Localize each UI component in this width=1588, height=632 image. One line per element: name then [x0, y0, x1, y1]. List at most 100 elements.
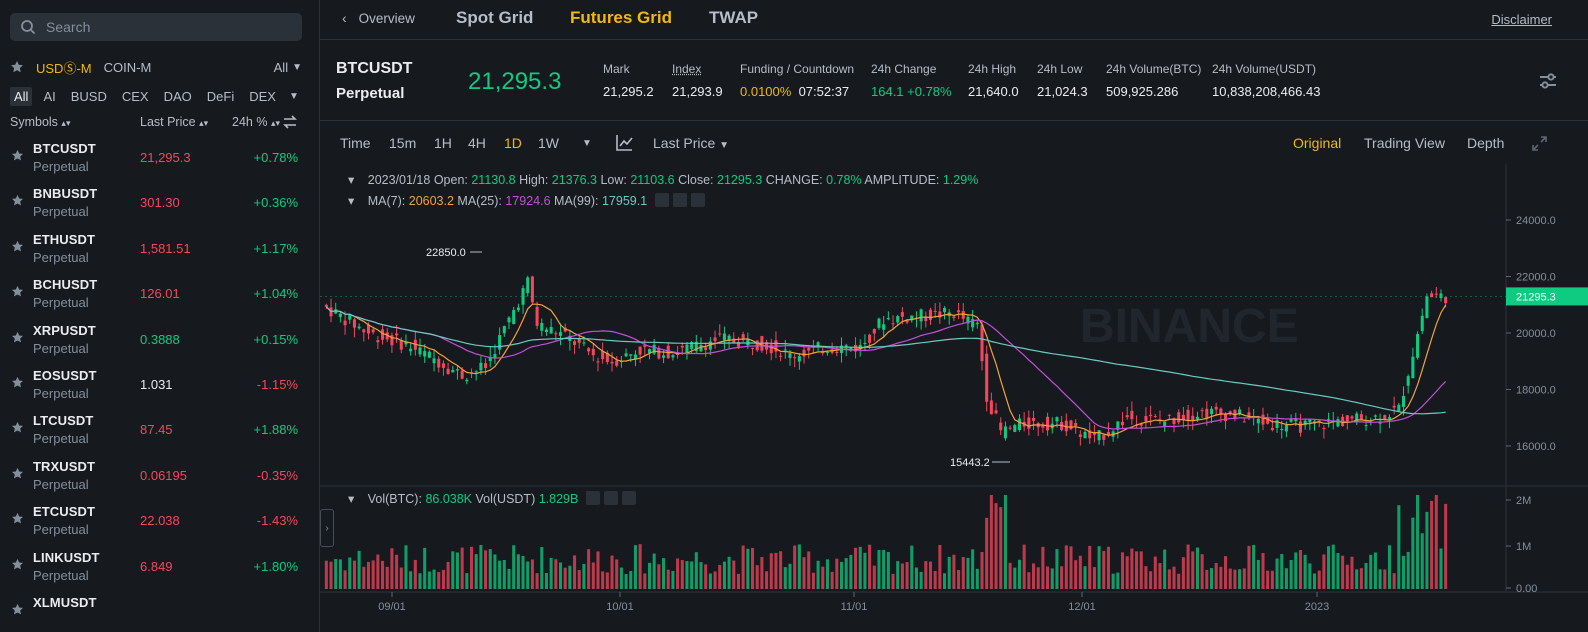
interval-4h[interactable]: 4H — [468, 135, 486, 151]
search-input[interactable] — [46, 19, 286, 35]
disclaimer-link[interactable]: Disclaimer — [1491, 12, 1552, 27]
expand-panel-handle[interactable]: › — [320, 509, 334, 547]
candle-body — [793, 357, 797, 359]
indicator-chart-icon[interactable] — [616, 134, 633, 151]
tab-futures-grid[interactable]: Futures Grid — [570, 8, 673, 27]
category-busd[interactable]: BUSD — [70, 88, 107, 104]
favorite-star-icon[interactable] — [11, 331, 24, 344]
volume-bar — [825, 559, 829, 589]
favorite-star-icon[interactable] — [11, 512, 24, 525]
ticker-symbol[interactable]: BTCUSDT — [336, 60, 413, 77]
interval-15m[interactable]: 15m — [389, 135, 417, 151]
favorite-star-icon[interactable] — [11, 149, 24, 162]
candle-body — [1303, 420, 1307, 426]
kline-chart[interactable]: BINANCE 24000.0 22000.0 20000.0 18000.0 16000… — [320, 164, 1588, 632]
view-trading-view[interactable]: Trading View — [1364, 135, 1445, 151]
volume-bar — [413, 559, 417, 589]
tab-twap[interactable]: TWAP — [709, 8, 759, 27]
collapse-volume-icon[interactable]: ▾ — [348, 492, 355, 506]
hide-volume-icon[interactable] — [585, 491, 600, 505]
favorite-star-icon[interactable] — [11, 421, 24, 434]
favorite-star-icon[interactable] — [11, 467, 24, 480]
tab-usds-m[interactable]: USDⓈ-M — [36, 60, 92, 76]
symbol-row[interactable]: BTCUSDT Perpetual 21,295.3 +0.78% — [0, 138, 318, 183]
settings-sliders-icon[interactable] — [1538, 71, 1558, 91]
more-intervals-caret-icon[interactable]: ▼ — [582, 138, 592, 149]
tab-spot-grid[interactable]: Spot Grid — [456, 8, 534, 27]
category-defi[interactable]: DeFi — [206, 88, 235, 104]
stat-label[interactable]: Index — [672, 62, 702, 76]
market-type-row: USDⓈ-M COIN-M All ▼ — [10, 57, 302, 77]
back-to-overview[interactable]: ‹ Overview — [342, 10, 415, 26]
view-original[interactable]: Original — [1293, 135, 1342, 151]
market-filter-dropdown[interactable]: All ▼ — [274, 60, 302, 75]
sort-last-price[interactable]: Last Price ▴▾ — [140, 115, 208, 129]
volume-legend: ▾ Vol(BTC): 86.038K Vol(USDT) 1.829B — [348, 491, 636, 506]
candle-body — [741, 334, 745, 340]
symbol-row[interactable]: TRXUSDT Perpetual 0.06195 -0.35% — [0, 456, 318, 501]
remove-volume-icon[interactable] — [621, 491, 636, 505]
price-type-dropdown[interactable]: Last Price ▼ — [653, 135, 729, 151]
kline-chart-canvas[interactable]: BINANCE 24000.0 22000.0 20000.0 18000.0 16000… — [320, 164, 1588, 632]
candle-body — [381, 329, 385, 340]
favorite-star-icon[interactable] — [11, 285, 24, 298]
interval-1w[interactable]: 1W — [538, 135, 559, 151]
remove-indicator-icon[interactable] — [690, 193, 705, 207]
stat-value: 21,640.0 — [968, 84, 1019, 99]
symbol-row[interactable]: LINKUSDT Perpetual 6.849 +1.80% — [0, 547, 318, 592]
symbol-price: 0.3888 — [140, 331, 180, 347]
indicator-settings-icon[interactable] — [672, 193, 687, 207]
favorite-star-icon[interactable] — [11, 603, 24, 616]
swap-column-icon[interactable] — [282, 114, 298, 130]
interval-time[interactable]: Time — [340, 135, 371, 151]
candle-body — [1317, 420, 1321, 422]
tab-coin-m[interactable]: COIN-M — [103, 59, 152, 75]
category-dao[interactable]: DAO — [163, 88, 192, 104]
volume-bar — [868, 544, 872, 589]
symbol-row[interactable]: ETCUSDT Perpetual 22.038 -1.43% — [0, 501, 318, 546]
more-categories-icon[interactable]: ▼ — [288, 90, 299, 102]
collapse-ma-icon[interactable]: ▾ — [348, 194, 355, 208]
stat-24h-change: 24h Change 164.1 +0.78% — [871, 62, 952, 99]
symbol-row[interactable]: ETHUSDT Perpetual 1,581.51 +1.17% — [0, 229, 318, 274]
symbol-row[interactable]: XRPUSDT Perpetual 0.3888 +0.15% — [0, 320, 318, 365]
volume-bar — [966, 557, 970, 589]
sort-symbols[interactable]: Symbols ▴▾ — [10, 115, 70, 129]
volume-settings-icon[interactable] — [603, 491, 618, 505]
favorite-star-icon[interactable] — [11, 376, 24, 389]
interval-1d[interactable]: 1D — [504, 135, 522, 151]
category-cex[interactable]: CEX — [121, 88, 149, 104]
volume-bar — [610, 555, 614, 589]
symbol-row[interactable]: EOSUSDT Perpetual 1.031 -1.15% — [0, 365, 318, 410]
fullscreen-icon[interactable] — [1531, 135, 1548, 152]
category-dex[interactable]: DEX — [249, 88, 276, 104]
candle-body — [484, 363, 488, 369]
favorites-star-icon[interactable] — [10, 60, 24, 74]
symbol-row[interactable]: BCHUSDT Perpetual 126.01 +1.04% — [0, 274, 318, 319]
symbol-row[interactable]: LTCUSDT Perpetual 87.45 +1.88% — [0, 410, 318, 455]
interval-1h[interactable]: 1H — [434, 135, 452, 151]
view-depth[interactable]: Depth — [1467, 135, 1505, 151]
volume-bar — [680, 560, 684, 589]
symbol-change: -1.43% — [256, 513, 298, 529]
min-price-annotation: 15443.2 — [950, 457, 990, 469]
favorite-star-icon[interactable] — [11, 194, 24, 207]
search-box[interactable] — [10, 13, 302, 41]
volume-bar — [493, 554, 497, 589]
volume-bar — [685, 561, 689, 589]
volume-bar — [708, 573, 712, 589]
hide-indicator-icon[interactable] — [654, 193, 669, 207]
collapse-legend-icon[interactable]: ▾ — [348, 173, 355, 187]
candle-body — [1336, 419, 1340, 427]
symbol-row[interactable]: BNBUSDT Perpetual 301.30 +0.36% — [0, 183, 318, 228]
stat-label[interactable]: Funding / Countdown — [740, 62, 855, 76]
category-ai[interactable]: AI — [43, 88, 56, 104]
volume-bar — [732, 560, 736, 589]
favorite-star-icon[interactable] — [11, 240, 24, 253]
candle-body — [1186, 409, 1190, 421]
candle-body — [783, 349, 787, 351]
favorite-star-icon[interactable] — [11, 558, 24, 571]
category-all[interactable]: All — [10, 86, 33, 106]
symbol-row[interactable]: XLMUSDT — [0, 592, 318, 632]
sort-change[interactable]: 24h % ▴▾ — [232, 115, 280, 129]
